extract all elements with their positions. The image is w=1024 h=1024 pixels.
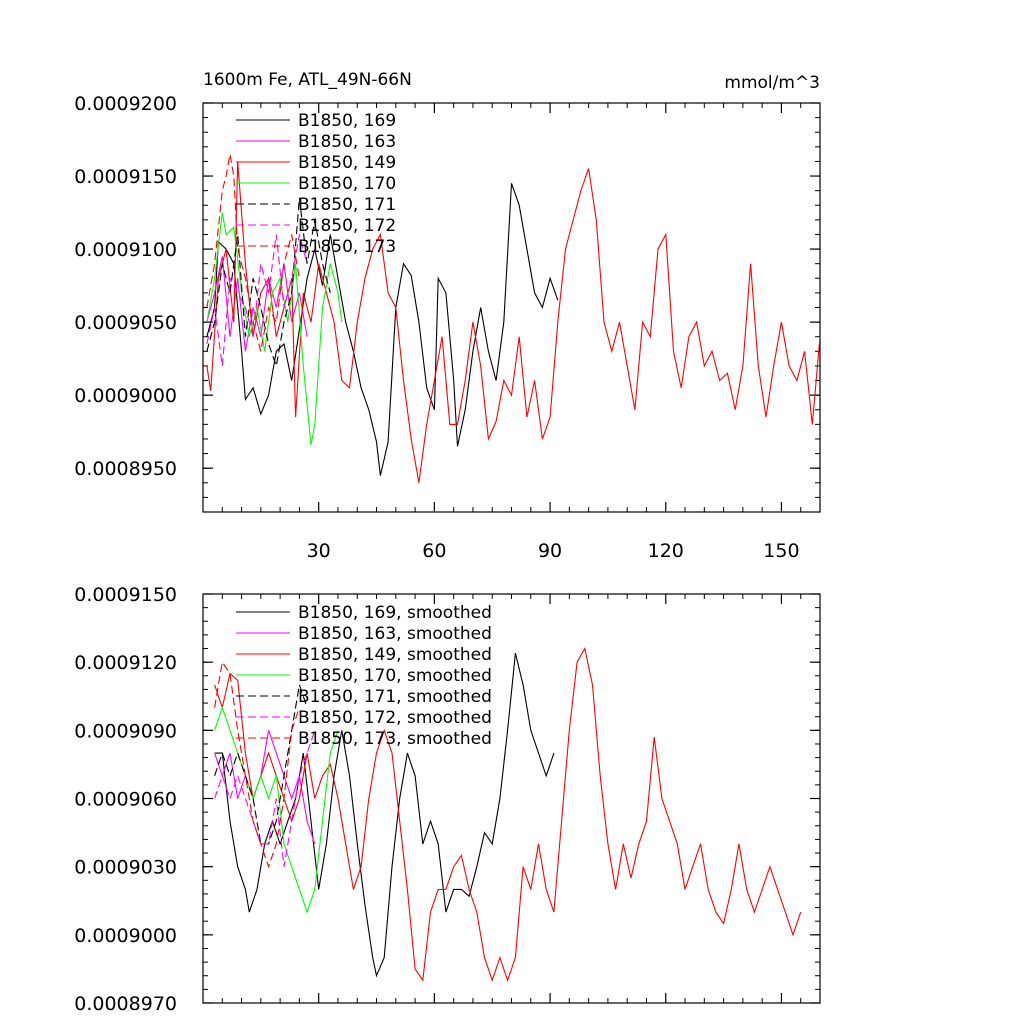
y-tick-label: 0.0009100 [74, 239, 177, 261]
y-tick-label: 0.0008970 [74, 993, 177, 1015]
y-tick-label: 0.0009050 [74, 312, 177, 334]
y-tick-label: 0.0009030 [74, 857, 177, 879]
y-tick-label: 0.0009120 [74, 652, 177, 674]
legend-label: B1850, 170 [298, 174, 396, 194]
units-label: mmol/m^3 [724, 73, 820, 93]
x-tick-label: 60 [422, 540, 446, 562]
series-line-5 [214, 730, 316, 867]
legend-label: B1850, 169, smoothed [298, 603, 492, 623]
x-tick-label: 120 [648, 540, 684, 562]
top-panel: 30 60 90 120 150 0.0008950 0.0009000 0.0009050 0… [74, 93, 821, 562]
chart-title: 1600m Fe, ATL_49N-66N [203, 70, 412, 90]
series-group [206, 154, 820, 483]
series-line-2 [206, 161, 820, 483]
legend-label: B1850, 170, smoothed [298, 666, 492, 686]
series-line-0 [214, 652, 555, 978]
series-line-1 [206, 256, 308, 352]
legend-label: B1850, 171 [298, 195, 396, 215]
series-line-4 [206, 197, 331, 369]
series-line-6 [214, 660, 300, 869]
series-line-4 [214, 684, 308, 845]
legend-label: B1850, 173 [298, 237, 396, 257]
y-tick-label: 0.0009000 [74, 385, 177, 407]
legend-label: B1850, 171, smoothed [298, 687, 492, 707]
x-tick-label: 30 [307, 540, 331, 562]
y-tick-label: 0.0009090 [74, 720, 177, 742]
y-tick-label: 0.0008950 [74, 458, 177, 480]
y-tick-label: 0.0009060 [74, 789, 177, 811]
legend-label: B1850, 173, smoothed [298, 729, 492, 749]
series-line-1 [214, 730, 316, 845]
series-line-6 [206, 154, 300, 352]
y-tick-label: 0.0009000 [74, 925, 177, 947]
series-line-3 [206, 212, 343, 445]
x-tick-label: 90 [538, 540, 562, 562]
legend-label: B1850, 172 [298, 216, 396, 236]
legend-label: B1850, 163, smoothed [298, 624, 492, 644]
legend-label: B1850, 149, smoothed [298, 645, 492, 665]
series-line-0 [206, 183, 559, 476]
y-tick-label: 0.0009200 [74, 93, 177, 115]
series-line-3 [214, 705, 339, 914]
series-line-5 [206, 234, 308, 366]
y-tick-label: 0.0009150 [74, 166, 177, 188]
legend-label: B1850, 149 [298, 153, 396, 173]
legend-label: B1850, 172, smoothed [298, 708, 492, 728]
x-tick-label: 150 [763, 540, 799, 562]
series-group [214, 646, 802, 983]
series-line-2 [214, 646, 802, 983]
legend-label: B1850, 169 [298, 111, 396, 131]
y-tick-label: 0.0009150 [74, 584, 177, 606]
bottom-panel: 0.0008970 0.0009000 0.0009030 0.0009060 0.00… [74, 584, 821, 1015]
legend-label: B1850, 163 [298, 132, 396, 152]
